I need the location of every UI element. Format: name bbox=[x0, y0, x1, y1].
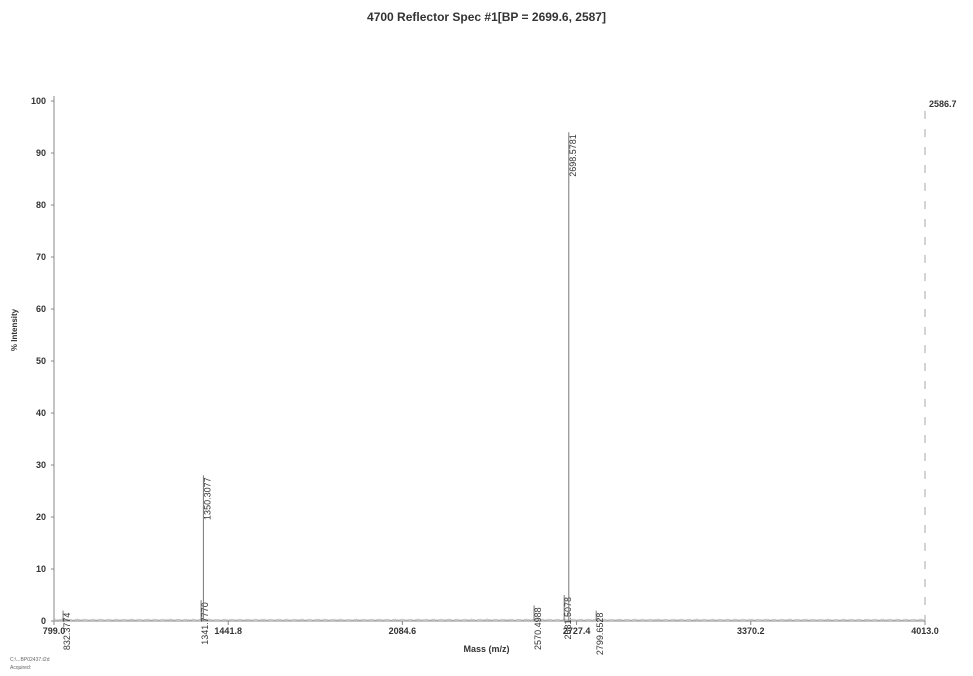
y-tick-label: 60 bbox=[36, 304, 46, 314]
x-tick-label: 4013.0 bbox=[911, 626, 939, 636]
y-tick-label: 20 bbox=[36, 512, 46, 522]
peak-label: 2681.5078 bbox=[563, 597, 573, 640]
y-tick-label: 90 bbox=[36, 148, 46, 158]
peak-label: 2698.5781 bbox=[568, 134, 578, 177]
y-tick-label: 50 bbox=[36, 356, 46, 366]
peak-label: 2799.6528 bbox=[595, 613, 605, 656]
x-tick-label: 3370.2 bbox=[737, 626, 765, 636]
x-tick-label: 2727.4 bbox=[563, 626, 591, 636]
x-tick-label: 1441.8 bbox=[214, 626, 242, 636]
peak-label: 2570.4988 bbox=[533, 607, 543, 650]
y-tick-label: 40 bbox=[36, 408, 46, 418]
footer-file-path: C:\...BP02437.t2d bbox=[10, 657, 50, 663]
x-tick-label: 2084.6 bbox=[389, 626, 417, 636]
max-intensity-label: 2586.7 bbox=[929, 99, 957, 109]
y-tick-label: 30 bbox=[36, 460, 46, 470]
x-tick-label: 799.0 bbox=[43, 626, 66, 636]
y-tick-label: 0 bbox=[41, 616, 46, 626]
baseline-noise bbox=[53, 618, 925, 621]
x-axis-label: Mass (m/z) bbox=[463, 644, 510, 654]
peak-label: 832.3774 bbox=[62, 613, 72, 651]
y-tick-label: 80 bbox=[36, 200, 46, 210]
footer-acquired: Acquired: bbox=[10, 665, 32, 671]
peak-label: 1350.3077 bbox=[202, 477, 212, 520]
y-tick-label: 10 bbox=[36, 564, 46, 574]
chart-title: 4700 Reflector Spec #1[BP = 2699.6, 2587… bbox=[367, 10, 606, 24]
y-tick-label: 70 bbox=[36, 252, 46, 262]
peak-label: 1341.7770 bbox=[200, 602, 210, 645]
y-tick-label: 100 bbox=[31, 96, 46, 106]
